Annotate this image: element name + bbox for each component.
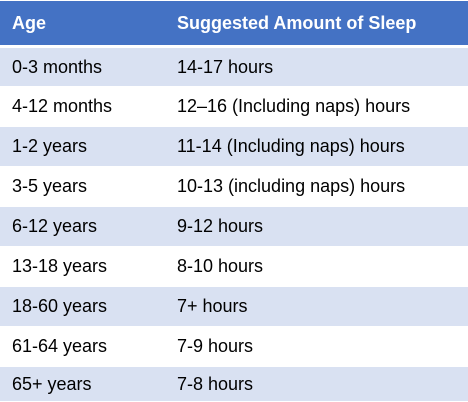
amount-cell: 7-8 hours xyxy=(165,366,468,402)
table-row: 4-12 months 12–16 (Including naps) hours xyxy=(0,86,468,127)
amount-cell: 7+ hours xyxy=(165,286,468,327)
table-row: 6-12 years 9-12 hours xyxy=(0,206,468,247)
age-cell: 4-12 months xyxy=(0,86,165,127)
age-cell: 13-18 years xyxy=(0,246,165,287)
amount-cell: 14-17 hours xyxy=(165,46,468,87)
amount-cell: 7-9 hours xyxy=(165,326,468,367)
age-cell: 65+ years xyxy=(0,366,165,402)
table-row: 65+ years 7-8 hours xyxy=(0,366,468,402)
table-row: 0-3 months 14-17 hours xyxy=(0,46,468,87)
amount-cell: 12–16 (Including naps) hours xyxy=(165,86,468,127)
age-cell: 0-3 months xyxy=(0,46,165,87)
age-cell: 6-12 years xyxy=(0,206,165,247)
table-row: 18-60 years 7+ hours xyxy=(0,286,468,327)
age-cell: 1-2 years xyxy=(0,126,165,167)
table-row: 13-18 years 8-10 hours xyxy=(0,246,468,287)
table-header: Age Suggested Amount of Sleep xyxy=(0,0,468,48)
amount-cell: 9-12 hours xyxy=(165,206,468,247)
table-row: 3-5 years 10-13 (including naps) hours xyxy=(0,166,468,207)
header-age: Age xyxy=(0,0,165,48)
age-cell: 61-64 years xyxy=(0,326,165,367)
amount-cell: 10-13 (including naps) hours xyxy=(165,166,468,207)
header-suggested-amount: Suggested Amount of Sleep xyxy=(165,0,468,48)
table-row: 61-64 years 7-9 hours xyxy=(0,326,468,367)
amount-cell: 11-14 (Including naps) hours xyxy=(165,126,468,167)
header-row: Age Suggested Amount of Sleep xyxy=(0,0,468,48)
table-body: 0-3 months 14-17 hours 4-12 months 12–16… xyxy=(0,46,468,402)
age-cell: 18-60 years xyxy=(0,286,165,327)
amount-cell: 8-10 hours xyxy=(165,246,468,287)
table-row: 1-2 years 11-14 (Including naps) hours xyxy=(0,126,468,167)
age-cell: 3-5 years xyxy=(0,166,165,207)
